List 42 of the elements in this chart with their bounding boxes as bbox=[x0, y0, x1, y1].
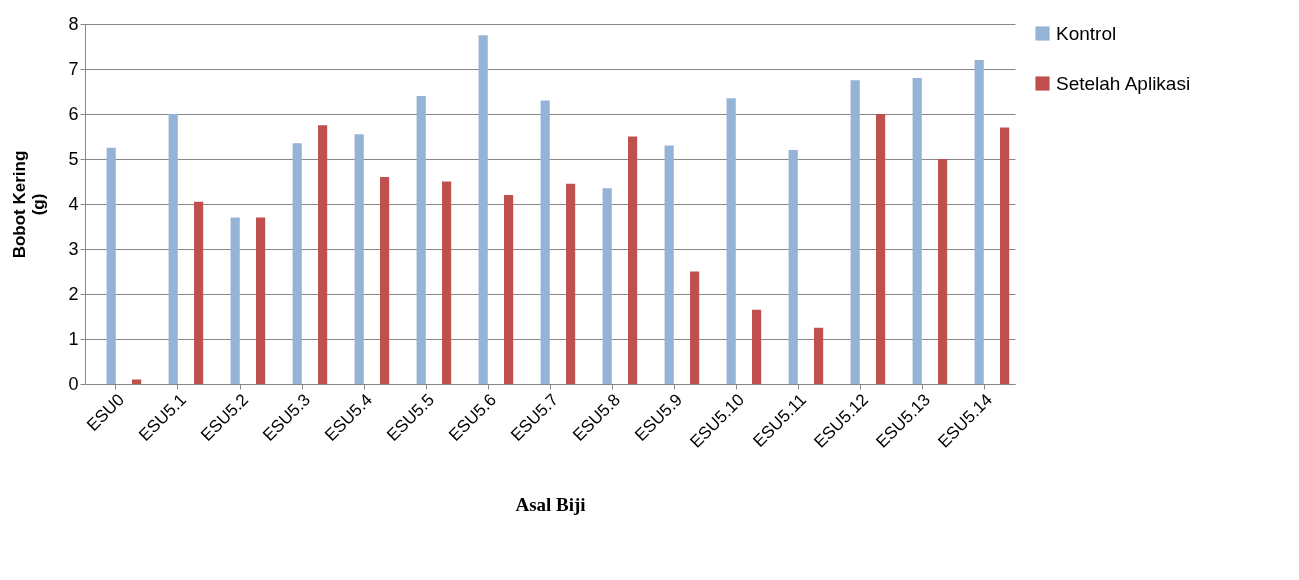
x-axis-title: Asal Biji bbox=[515, 493, 586, 515]
bar bbox=[230, 217, 240, 384]
legend-label: Kontrol bbox=[1056, 22, 1117, 44]
bar bbox=[602, 188, 612, 384]
bar bbox=[850, 80, 860, 384]
y-tick-label: 0 bbox=[68, 373, 79, 394]
bar bbox=[380, 177, 390, 384]
bar bbox=[1000, 127, 1010, 384]
bar bbox=[194, 201, 204, 384]
bar bbox=[814, 327, 824, 384]
bar bbox=[292, 143, 302, 384]
bar bbox=[876, 114, 886, 384]
bar bbox=[478, 35, 488, 384]
y-tick-label: 3 bbox=[68, 238, 79, 259]
y-tick-label: 1 bbox=[68, 328, 79, 349]
bar bbox=[788, 150, 798, 384]
bar bbox=[168, 114, 178, 384]
bar bbox=[256, 217, 266, 384]
y-tick-label: 5 bbox=[68, 148, 79, 169]
bar bbox=[566, 183, 576, 384]
bar bbox=[442, 181, 452, 384]
bar bbox=[540, 100, 550, 384]
bar bbox=[912, 78, 922, 384]
bar bbox=[318, 125, 328, 384]
bar bbox=[938, 159, 948, 384]
bar bbox=[416, 96, 426, 384]
bar bbox=[690, 271, 700, 384]
bar bbox=[354, 134, 364, 384]
bar bbox=[504, 195, 514, 384]
bar bbox=[726, 98, 736, 384]
bar bbox=[974, 60, 984, 384]
bar bbox=[106, 147, 116, 384]
y-tick-label: 8 bbox=[68, 13, 79, 34]
y-tick-label: 2 bbox=[68, 283, 79, 304]
legend-label: Setelah Aplikasi bbox=[1056, 72, 1191, 94]
y-axis-title: Bobot Kering (g) bbox=[10, 150, 49, 259]
y-tick-label: 6 bbox=[68, 103, 79, 124]
bar bbox=[628, 136, 638, 384]
bar bbox=[664, 145, 674, 384]
y-tick-label: 4 bbox=[68, 193, 79, 214]
y-tick-label: 7 bbox=[68, 58, 79, 79]
bar bbox=[752, 309, 762, 384]
